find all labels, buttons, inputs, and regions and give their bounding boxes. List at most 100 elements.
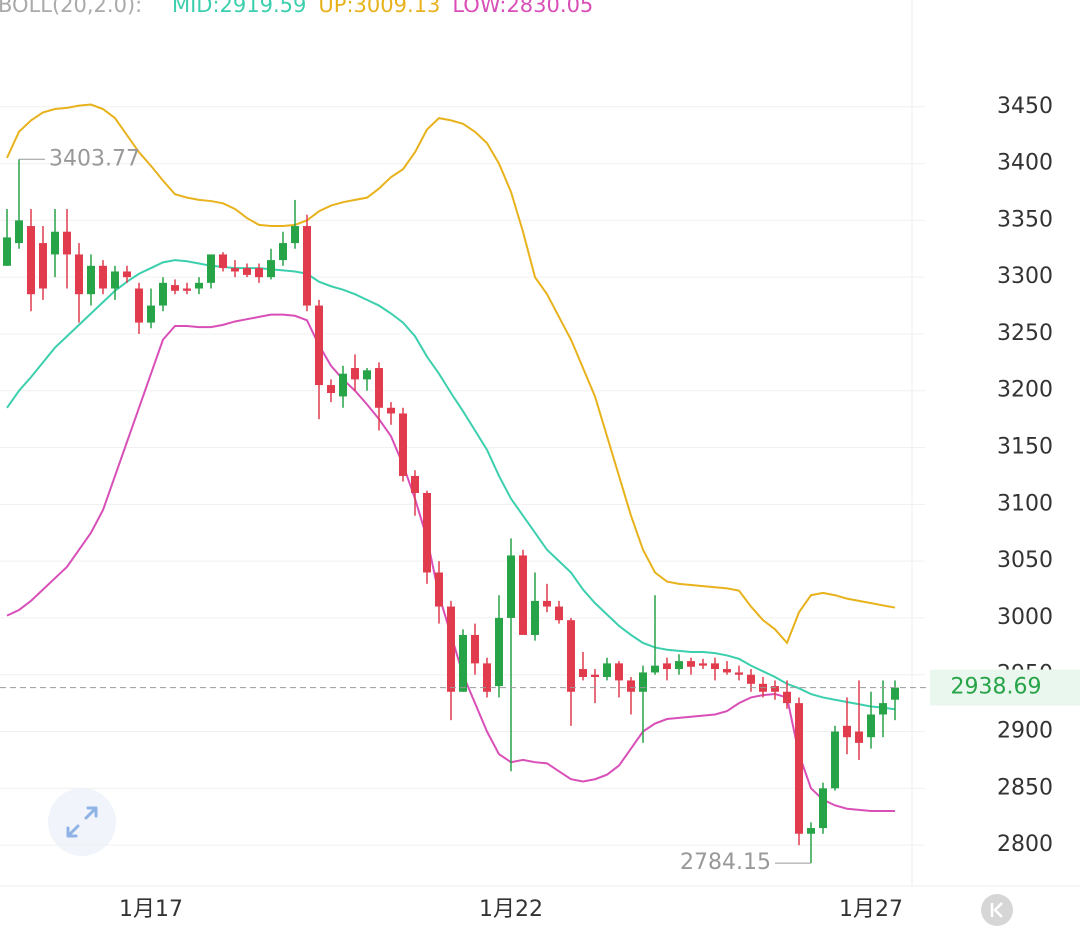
high-marker-label: 3403.77 xyxy=(49,146,140,171)
band-line xyxy=(6,103,896,645)
candle-body xyxy=(183,288,191,291)
candle-body xyxy=(531,600,539,635)
x-tick-label: 1月22 xyxy=(479,897,543,922)
candle-body xyxy=(375,368,383,408)
candle-body xyxy=(711,663,719,670)
y-tick-label: 3100 xyxy=(997,491,1053,516)
candle-body xyxy=(387,407,395,414)
candle-body xyxy=(603,663,611,677)
candle-body xyxy=(411,475,419,493)
candle-body xyxy=(363,370,371,380)
y-tick-label: 3400 xyxy=(997,151,1053,176)
candle-body xyxy=(567,620,575,692)
candle-body xyxy=(15,220,23,244)
candle-body xyxy=(699,663,707,666)
last-price-tag xyxy=(930,669,1080,706)
candle-body xyxy=(627,680,635,692)
low-marker-label: 2784.15 xyxy=(680,850,771,875)
candle-body xyxy=(843,725,851,738)
candle-body xyxy=(279,243,287,261)
k-button[interactable] xyxy=(981,894,1013,926)
candle-body xyxy=(795,703,803,834)
candle-body xyxy=(315,305,323,386)
candle-body xyxy=(39,243,47,289)
k-button-bg[interactable] xyxy=(981,894,1013,926)
candle-body xyxy=(855,731,863,743)
candle-body xyxy=(663,663,671,670)
candle-body xyxy=(483,663,491,692)
candle-body xyxy=(735,672,743,675)
candle-body xyxy=(159,282,167,306)
candle-body xyxy=(831,731,839,789)
candle-body xyxy=(399,413,407,476)
candle-body xyxy=(543,600,551,607)
candle-body xyxy=(591,674,599,677)
candle-body xyxy=(519,555,527,635)
candle-body xyxy=(495,617,503,687)
candle-body xyxy=(231,268,239,272)
y-tick-label: 3150 xyxy=(997,435,1053,460)
candle-body xyxy=(555,606,563,621)
candle-body xyxy=(723,669,731,673)
candle-body xyxy=(135,288,143,323)
candle-body xyxy=(291,226,299,244)
band-line xyxy=(6,259,896,711)
indicator-label: BOLL(20,2.0): xyxy=(0,0,142,17)
candle-body xyxy=(87,265,95,295)
candle-body xyxy=(171,285,179,291)
y-tick-label: 3300 xyxy=(997,264,1053,289)
candle-body xyxy=(219,254,227,269)
candle-body xyxy=(147,305,155,323)
y-tick-label: 2800 xyxy=(997,832,1053,857)
candle-body xyxy=(507,555,515,618)
candle-body xyxy=(339,373,347,397)
candle-body xyxy=(867,714,875,738)
y-tick-label: 3050 xyxy=(997,548,1053,573)
indicator-header: BOLL(20,2.0): MID:2919.59 UP:3009.13 LOW:2… xyxy=(0,0,593,17)
candle-body xyxy=(27,226,35,295)
y-tick-label: 3000 xyxy=(997,605,1053,630)
candle-body xyxy=(327,385,335,394)
candle-body xyxy=(351,368,359,380)
y-tick-label: 3450 xyxy=(997,94,1053,119)
k-icon xyxy=(990,902,1003,918)
candle-body xyxy=(243,268,251,275)
candle-body xyxy=(747,674,755,684)
last-price-label: 2938.69 xyxy=(951,675,1042,700)
x-tick-label: 1月27 xyxy=(839,897,903,922)
expand-icon xyxy=(66,806,98,838)
candle-body xyxy=(123,271,131,278)
candle-body xyxy=(651,665,659,673)
candle-body xyxy=(75,254,83,295)
candle-body xyxy=(435,572,443,607)
band-line xyxy=(6,313,896,813)
candle-body xyxy=(3,237,11,266)
expand-button[interactable] xyxy=(48,788,116,856)
y-tick-label: 2900 xyxy=(997,719,1053,744)
candle-body xyxy=(447,606,455,692)
candle-body xyxy=(423,492,431,573)
candle-body xyxy=(807,828,815,834)
candle-body xyxy=(675,661,683,670)
y-tick-label: 2850 xyxy=(997,775,1053,800)
candle-body xyxy=(783,691,791,704)
candle-body xyxy=(891,687,899,700)
candle-body xyxy=(207,254,215,283)
expand-button-bg[interactable] xyxy=(48,788,116,856)
candle-body xyxy=(111,271,119,289)
candle-body xyxy=(63,231,71,255)
candle-body xyxy=(459,634,467,692)
candle-body xyxy=(255,268,263,278)
legend-entry: MID:2919.59 xyxy=(172,0,306,17)
candle-body xyxy=(615,663,623,681)
candle-body xyxy=(879,703,887,715)
y-tick-label: 3350 xyxy=(997,207,1053,232)
candle-body xyxy=(471,634,479,664)
candle-body xyxy=(195,282,203,289)
y-tick-label: 3250 xyxy=(997,321,1053,346)
candle-body xyxy=(687,661,695,667)
candle-body xyxy=(639,672,647,692)
candle-body xyxy=(819,788,827,829)
